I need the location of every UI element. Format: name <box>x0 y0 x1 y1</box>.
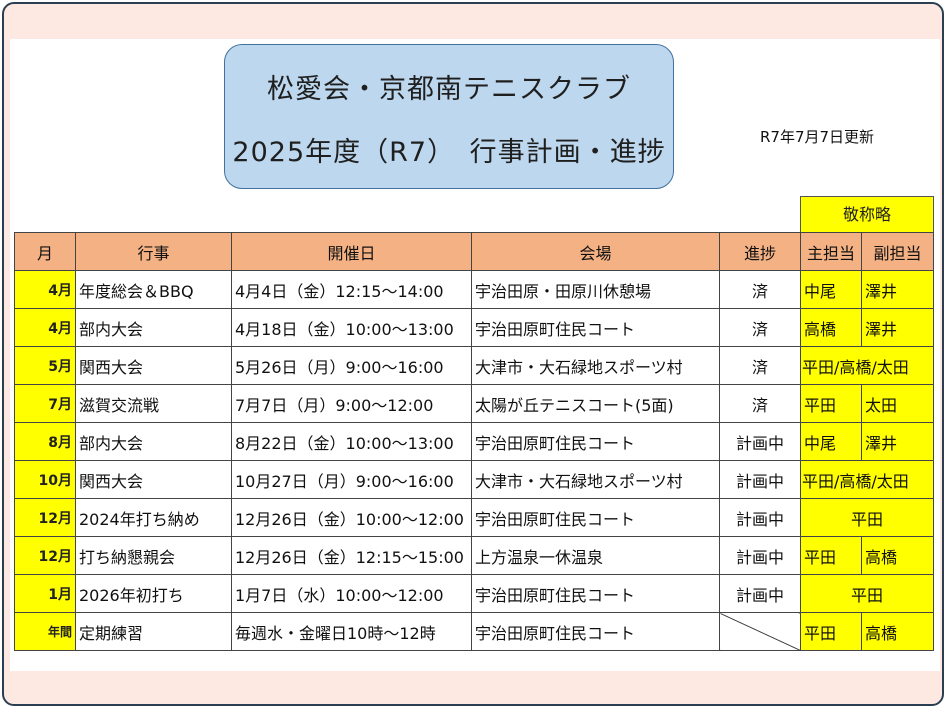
table-row: 5月 関西大会 5月26日（月）9:00～16:00 大津市・大石緑地スポーツ村… <box>14 346 934 385</box>
cell-venue: 宇治田原町住民コート <box>471 422 720 461</box>
cell-main: 高橋 <box>800 308 862 347</box>
cell-event: 関西大会 <box>75 460 232 499</box>
cell-venue: 大津市・大石緑地スポーツ村 <box>471 346 720 385</box>
cell-status: 計画中 <box>719 498 801 537</box>
cell-venue: 宇治田原町住民コート <box>471 574 720 613</box>
cell-status: 計画中 <box>719 574 801 613</box>
title-box: 松愛会・京都南テニスクラブ 2025年度（R7） 行事計画・進捗 <box>224 44 674 189</box>
cell-month: 1月 <box>14 574 76 613</box>
cell-sub: 高橋 <box>861 536 934 575</box>
cell-event: 打ち納懇親会 <box>75 536 232 575</box>
cell-date: 5月26日（月）9:00～16:00 <box>231 346 472 385</box>
cell-date: 毎週水・金曜日10時～12時 <box>231 612 472 651</box>
cell-event: 定期練習 <box>75 612 232 651</box>
cell-month: 5月 <box>14 346 76 385</box>
col-header-date: 開催日 <box>231 232 472 271</box>
col-header-main: 主担当 <box>800 232 862 271</box>
cell-month: 10月 <box>14 460 76 499</box>
cell-status: 済 <box>719 346 801 385</box>
cell-main: 平田 <box>800 536 862 575</box>
page-subtitle: 2025年度（R7） 行事計画・進捗 <box>232 137 666 168</box>
table-row: 4月 部内大会 4月18日（金）10:00～13:00 宇治田原町住民コート 済… <box>14 308 934 347</box>
cell-staff-combined: 平田/高橋/太田 <box>800 460 934 499</box>
cell-month: 年間 <box>14 612 76 651</box>
cell-month: 4月 <box>14 270 76 309</box>
cell-status: 計画中 <box>719 422 801 461</box>
cell-main: 中尾 <box>800 270 862 309</box>
page-title: 松愛会・京都南テニスクラブ <box>267 74 631 105</box>
cell-venue: 太陽が丘テニスコート(5面) <box>471 384 720 423</box>
table-row: 1月 2026年初打ち 1月7日（水）10:00～12:00 宇治田原町住民コー… <box>14 574 934 613</box>
cell-sub: 澤井 <box>861 270 934 309</box>
cell-month: 12月 <box>14 498 76 537</box>
schedule-table: 月 行事 開催日 会場 進捗 主担当 副担当 4月 年度総会＆BBQ 4月4日（… <box>14 232 934 651</box>
cell-event: 部内大会 <box>75 422 232 461</box>
honorifics-note: 敬称略 <box>800 196 934 233</box>
cell-date: 4月18日（金）10:00～13:00 <box>231 308 472 347</box>
cell-event: 関西大会 <box>75 346 232 385</box>
cell-status-diagonal <box>719 612 801 651</box>
cell-venue: 宇治田原町住民コート <box>471 612 720 651</box>
cell-status: 済 <box>719 384 801 423</box>
cell-main: 平田 <box>800 612 862 651</box>
cell-event: 部内大会 <box>75 308 232 347</box>
cell-month: 4月 <box>14 308 76 347</box>
updated-date: R7年7月7日更新 <box>760 128 875 146</box>
col-header-month: 月 <box>14 232 76 271</box>
table-row: 10月 関西大会 10月27日（月）9:00～16:00 大津市・大石緑地スポー… <box>14 460 934 499</box>
cell-sub: 太田 <box>861 384 934 423</box>
content-area: 松愛会・京都南テニスクラブ 2025年度（R7） 行事計画・進捗 R7年7月7日… <box>10 39 940 671</box>
cell-status: 済 <box>719 270 801 309</box>
cell-event: 2024年打ち納め <box>75 498 232 537</box>
col-header-sub: 副担当 <box>861 232 934 271</box>
table-row: 4月 年度総会＆BBQ 4月4日（金）12:15～14:00 宇治田原・田原川休… <box>14 270 934 309</box>
cell-main: 中尾 <box>800 422 862 461</box>
cell-event: 滋賀交流戦 <box>75 384 232 423</box>
cell-event: 2026年初打ち <box>75 574 232 613</box>
cell-month: 7月 <box>14 384 76 423</box>
cell-venue: 宇治田原・田原川休憩場 <box>471 270 720 309</box>
col-header-event: 行事 <box>75 232 232 271</box>
cell-status: 済 <box>719 308 801 347</box>
cell-sub: 高橋 <box>861 612 934 651</box>
cell-month: 8月 <box>14 422 76 461</box>
cell-staff-combined: 平田/高橋/太田 <box>800 346 934 385</box>
cell-month: 12月 <box>14 536 76 575</box>
cell-date: 1月7日（水）10:00～12:00 <box>231 574 472 613</box>
cell-venue: 大津市・大石緑地スポーツ村 <box>471 460 720 499</box>
cell-sub: 澤井 <box>861 422 934 461</box>
table-row: 年間 定期練習 毎週水・金曜日10時～12時 宇治田原町住民コート 平田 高橋 <box>14 612 934 651</box>
cell-status: 計画中 <box>719 460 801 499</box>
cell-date: 8月22日（金）10:00～13:00 <box>231 422 472 461</box>
cell-venue: 宇治田原町住民コート <box>471 498 720 537</box>
cell-staff-merged: 平田 <box>800 498 934 537</box>
table-header-row: 月 行事 開催日 会場 進捗 主担当 副担当 <box>14 232 934 271</box>
cell-date: 12月26日（金）10:00～12:00 <box>231 498 472 537</box>
cell-date: 12月26日（金）12:15～15:00 <box>231 536 472 575</box>
table-row: 12月 打ち納懇親会 12月26日（金）12:15～15:00 上方温泉一休温泉… <box>14 536 934 575</box>
cell-date: 10月27日（月）9:00～16:00 <box>231 460 472 499</box>
cell-main: 平田 <box>800 384 862 423</box>
cell-event: 年度総会＆BBQ <box>75 270 232 309</box>
table-row: 12月 2024年打ち納め 12月26日（金）10:00～12:00 宇治田原町… <box>14 498 934 537</box>
table-row: 7月 滋賀交流戦 7月7日（月）9:00～12:00 太陽が丘テニスコート(5面… <box>14 384 934 423</box>
col-header-status: 進捗 <box>719 232 801 271</box>
cell-venue: 宇治田原町住民コート <box>471 308 720 347</box>
cell-venue: 上方温泉一休温泉 <box>471 536 720 575</box>
cell-status: 計画中 <box>719 536 801 575</box>
cell-sub: 澤井 <box>861 308 934 347</box>
col-header-venue: 会場 <box>471 232 720 271</box>
cell-date: 7月7日（月）9:00～12:00 <box>231 384 472 423</box>
table-row: 8月 部内大会 8月22日（金）10:00～13:00 宇治田原町住民コート 計… <box>14 422 934 461</box>
cell-date: 4月4日（金）12:15～14:00 <box>231 270 472 309</box>
cell-staff-merged: 平田 <box>800 574 934 613</box>
